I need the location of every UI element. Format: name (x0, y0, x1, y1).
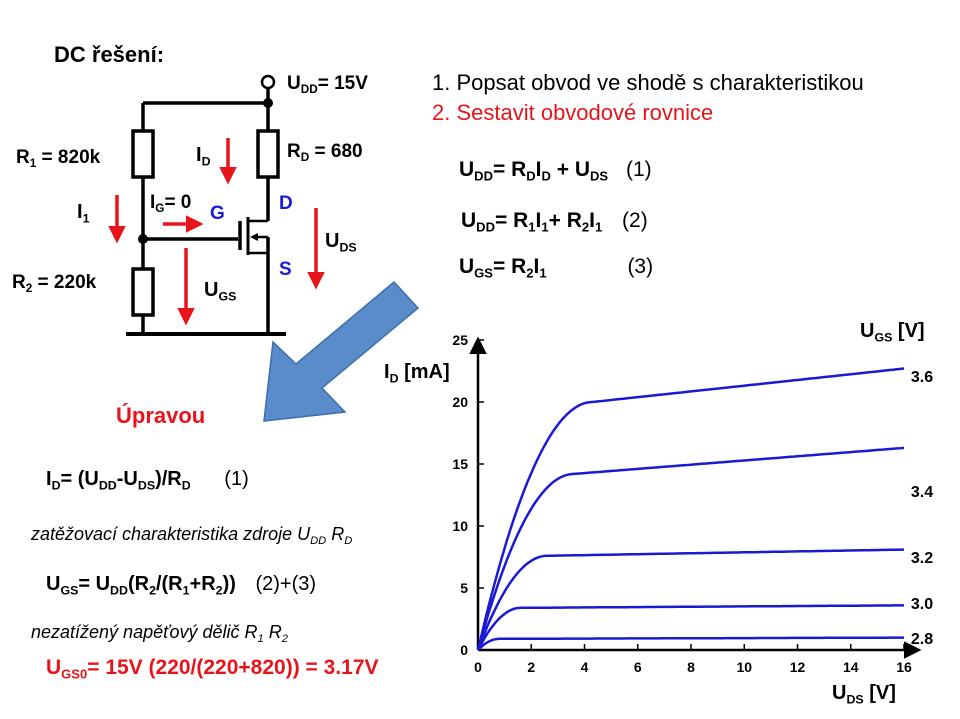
x-tick-label: 4 (581, 659, 589, 675)
id-label: ID (196, 144, 211, 169)
ig-label: IG= 0 (150, 192, 192, 216)
udd-label: UDD= 15V (287, 73, 368, 97)
body-arrow (250, 233, 258, 241)
transform-arrow (263, 280, 420, 422)
y-tick-label: 10 (452, 518, 468, 534)
ugs-curve (477, 636, 904, 651)
id-equation: ID= (UDD-UDS)/RD (1) (46, 468, 249, 493)
rd-label: RD = 680 (287, 141, 363, 165)
divider-text: nezatížený napěťový dělič R1 R2 (31, 622, 288, 645)
x-tick-label: 16 (896, 659, 912, 675)
ugs-curve (476, 446, 905, 651)
supply-terminal (260, 74, 276, 90)
chart-xlabel: UDS [V] (832, 682, 896, 707)
chart-axes (469, 336, 922, 659)
slide-title: DC řešení: (54, 42, 165, 67)
equation-1: UDD= RDID + UDS (1) (459, 158, 652, 184)
load-characteristic-text: zatěžovací charakteristika zdroje UDD RD (31, 524, 353, 547)
chart-curves (476, 367, 905, 651)
uds-label: UDS (325, 230, 357, 255)
chart-param-label: UGS [V] (860, 320, 925, 345)
r1-label: R1 = 820k (16, 147, 101, 171)
y-tick-label: 20 (452, 394, 468, 410)
ugs0-equation: UGS0= 15V (220/(220+820)) = 3.17V (46, 656, 379, 682)
y-tick-label: 15 (452, 456, 468, 472)
x-tick-label: 6 (634, 659, 642, 675)
ugs-series-label: 3.6 (911, 369, 933, 386)
chart-tick-labels: 0 2 4 6 8 10 12 14 16 0 5 10 15 20 25 (452, 332, 912, 675)
x-tick-label: 2 (527, 659, 535, 675)
r2-resistor (131, 267, 155, 317)
chart-series-labels: 3.6 3.4 3.2 3.0 2.8 (911, 369, 933, 648)
ugs-equation: UGS= UDD(R2/(R1+R2)) (2)+(3) (46, 573, 317, 598)
step-2: 2. Sestavit obvodové rovnice (432, 100, 714, 125)
ugs-curve (476, 548, 904, 651)
equation-3: UGS= R2I1 (3) (459, 255, 654, 281)
ugs-curve (476, 604, 904, 651)
y-tick-label: 5 (460, 580, 468, 596)
equation-2: UDD= R1I1+ R2I1 (2) (461, 209, 648, 235)
ugs-curve (476, 367, 905, 651)
ugs-series-label: 3.0 (911, 596, 933, 613)
x-tick-label: 14 (843, 659, 859, 675)
circuit-schematic (126, 88, 286, 336)
x-tick-label: 10 (736, 659, 752, 675)
x-tick-label: 0 (474, 659, 482, 675)
y-tick-label: 25 (452, 332, 468, 348)
gate-junction (138, 234, 148, 244)
r2-label: R2 = 220k (12, 272, 97, 296)
drain-label: D (279, 193, 293, 214)
step-1: 1. Popsat obvod ve shodě s charakteristi… (432, 70, 864, 95)
ugs-label: UGS (204, 279, 237, 304)
chart-ticks (477, 339, 905, 651)
top-junction (263, 98, 273, 108)
x-tick-label: 8 (687, 659, 695, 675)
gate-label: G (210, 203, 225, 224)
ugs-series-label: 3.4 (911, 484, 933, 501)
rd-resistor (256, 129, 280, 179)
x-tick-label: 12 (790, 659, 806, 675)
ugs-series-label: 3.2 (911, 550, 933, 567)
source-label: S (279, 259, 292, 280)
i1-label: I1 (77, 201, 90, 226)
ugs-series-label: 2.8 (911, 631, 933, 648)
upravou-label: Úpravou (116, 403, 206, 428)
y-tick-label: 0 (460, 642, 468, 658)
chart-ylabel: ID [mA] (384, 361, 450, 386)
r1-resistor (131, 129, 155, 179)
